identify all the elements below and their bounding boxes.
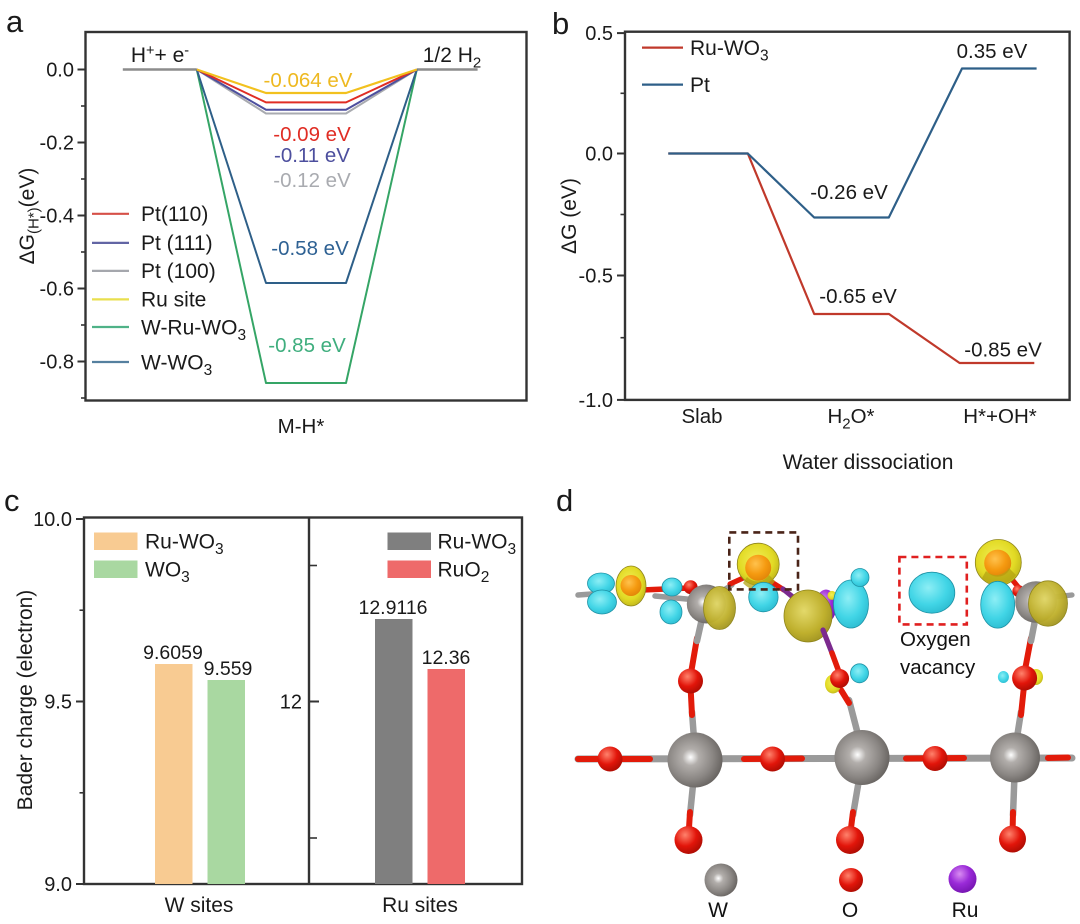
svg-text:12: 12 — [280, 692, 302, 714]
svg-text:-0.2: -0.2 — [40, 133, 74, 155]
svg-text:0.5: 0.5 — [585, 23, 613, 45]
svg-text:O: O — [842, 899, 858, 922]
svg-text:-0.58 eV: -0.58 eV — [271, 237, 349, 260]
svg-text:d: d — [556, 483, 573, 518]
svg-text:W sites: W sites — [165, 894, 234, 917]
svg-text:9.5: 9.5 — [44, 692, 72, 714]
svg-text:-0.12 eV: -0.12 eV — [273, 169, 351, 192]
svg-text:a: a — [6, 4, 24, 39]
svg-text:-0.65 eV: -0.65 eV — [819, 285, 897, 308]
svg-text:-0.8: -0.8 — [40, 352, 74, 374]
svg-text:Ru: Ru — [952, 899, 979, 922]
svg-text:c: c — [4, 483, 20, 518]
svg-text:1/2 H2: 1/2 H2 — [423, 44, 482, 72]
svg-text:Ru-WO3: Ru-WO3 — [690, 37, 769, 65]
svg-text:9.0: 9.0 — [44, 874, 72, 896]
svg-text:W-WO3: W-WO3 — [141, 351, 212, 379]
svg-text:Ru-WO3: Ru-WO3 — [438, 531, 517, 559]
svg-text:H2O*: H2O* — [827, 405, 874, 433]
svg-text:-1.0: -1.0 — [579, 390, 613, 412]
svg-text:-0.85 eV: -0.85 eV — [964, 339, 1042, 362]
svg-text:vacancy: vacancy — [900, 656, 976, 679]
svg-text:12.9116: 12.9116 — [358, 597, 427, 619]
svg-text:-0.11 eV: -0.11 eV — [274, 144, 350, 167]
svg-text:0.0: 0.0 — [46, 60, 74, 82]
svg-text:Pt(110): Pt(110) — [141, 203, 208, 226]
svg-text:Slab: Slab — [681, 405, 722, 428]
svg-text:-0.5: -0.5 — [579, 266, 613, 288]
svg-text:0.35 eV: 0.35 eV — [957, 40, 1028, 63]
svg-text:-0.6: -0.6 — [40, 279, 74, 301]
svg-text:-0.85 eV: -0.85 eV — [268, 334, 346, 357]
svg-text:9.6059: 9.6059 — [143, 642, 203, 664]
svg-text:Oxygen: Oxygen — [900, 628, 971, 651]
svg-text:Pt: Pt — [690, 74, 710, 97]
svg-text:Bader charge (electron): Bader charge (electron) — [14, 590, 37, 811]
svg-text:b: b — [552, 6, 569, 41]
svg-text:H++ e-: H++ e- — [131, 43, 189, 67]
svg-text:12.36: 12.36 — [422, 647, 471, 669]
svg-text:H*+OH*: H*+OH* — [963, 405, 1037, 428]
svg-text:Pt (100): Pt (100) — [141, 260, 216, 283]
svg-text:-0.064 eV: -0.064 eV — [264, 69, 353, 92]
svg-text:W-Ru-WO3: W-Ru-WO3 — [141, 316, 246, 344]
svg-text:Water dissociation: Water dissociation — [783, 451, 954, 474]
svg-text:Ru-WO3: Ru-WO3 — [145, 531, 224, 559]
svg-text:ΔG (eV): ΔG (eV) — [558, 178, 581, 254]
svg-text:-0.4: -0.4 — [40, 206, 74, 228]
svg-text:-0.09 eV: -0.09 eV — [273, 123, 351, 146]
svg-text:0.0: 0.0 — [585, 144, 613, 166]
svg-text:Ru site: Ru site — [141, 289, 206, 312]
svg-text:W: W — [708, 899, 728, 922]
svg-text:M-H*: M-H* — [278, 415, 325, 438]
svg-text:-0.26 eV: -0.26 eV — [810, 181, 888, 204]
svg-text:Pt (111): Pt (111) — [141, 232, 213, 255]
svg-text:9.559: 9.559 — [204, 658, 253, 680]
svg-text:RuO2: RuO2 — [438, 559, 490, 587]
svg-text:10.0: 10.0 — [33, 509, 72, 531]
svg-text:Ru sites: Ru sites — [382, 894, 458, 917]
